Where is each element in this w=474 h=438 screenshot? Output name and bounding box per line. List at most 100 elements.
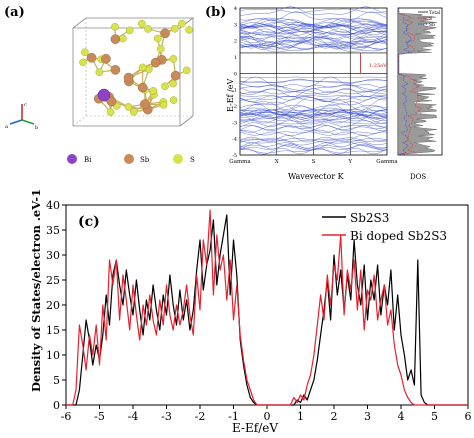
band-line — [239, 38, 388, 43]
legend-bi-marker — [67, 154, 77, 164]
sulfur-atom — [169, 79, 177, 88]
band-line — [239, 39, 388, 50]
series-bi-doped-line — [66, 209, 468, 406]
sulfur-atom — [125, 26, 134, 35]
sulfur-atom — [161, 82, 169, 91]
dos-plot — [397, 7, 443, 156]
crystal-structure-illustration — [72, 17, 195, 127]
band-line — [239, 112, 388, 119]
band-line — [239, 95, 388, 101]
band-line — [239, 101, 388, 113]
legend-s-marker — [173, 154, 183, 164]
band-line — [239, 124, 388, 133]
kpoint-label: S — [312, 159, 316, 165]
xtick-label: -2 — [195, 410, 206, 423]
dos-chart-legend: Sb2S3 Bi doped Sb2S3 — [322, 211, 447, 243]
band-ytick-label: 3 — [234, 22, 237, 28]
sulfur-atom — [169, 55, 178, 63]
band-line — [239, 120, 388, 128]
sulfur-atom — [149, 87, 158, 95]
band-line — [239, 113, 388, 125]
band-xlabel: Wavevector K — [288, 172, 345, 181]
xtick-label: 1 — [297, 410, 304, 423]
antimony-atom — [86, 52, 97, 63]
band-line — [239, 8, 388, 13]
antimony-atom — [101, 54, 111, 64]
sulfur-atom — [138, 19, 146, 28]
band-line — [239, 129, 388, 136]
band-ylabel: E-Ef /eV — [226, 79, 235, 112]
panel-a-label: (a) — [4, 5, 25, 20]
sulfur-atom — [169, 96, 178, 104]
band-line — [239, 22, 388, 29]
dos-legend: Total S Sb — [418, 10, 441, 28]
sulfur-atom — [138, 63, 147, 72]
band-line — [239, 95, 388, 97]
panel-c-label: (c) — [78, 214, 100, 230]
band-line — [239, 43, 388, 50]
xtick-label: -6 — [61, 410, 72, 423]
sulfur-atom — [130, 108, 138, 116]
band-line — [239, 135, 388, 143]
sulfur-atom — [111, 23, 119, 31]
sulfur-atom — [144, 25, 152, 33]
sulfur-atom — [118, 34, 127, 43]
legend-s-label: S — [190, 156, 195, 164]
ytick-label: 25 — [46, 274, 60, 287]
band-line — [239, 131, 388, 136]
band-line — [239, 26, 388, 35]
band-ytick-label: -5 — [232, 153, 237, 159]
antimony-atom — [160, 28, 170, 39]
ytick-label: 35 — [46, 224, 60, 237]
xtick-label: -3 — [161, 410, 172, 423]
xtick-label: -4 — [128, 410, 139, 423]
dos-chart-xlabel: E-Ef/eV — [232, 421, 278, 435]
legend-sb-marker — [124, 154, 134, 164]
dos-chart-series — [66, 209, 468, 406]
ytick-label: 20 — [46, 299, 60, 312]
xtick-label: 6 — [465, 410, 472, 423]
band-line — [239, 95, 388, 103]
kpoint-label: Gamma — [376, 159, 398, 165]
legend-sb-label: Sb — [140, 156, 150, 164]
band-line — [239, 85, 388, 91]
dos-chart-yticks: 0 5 10 15 20 25 30 35 40 — [46, 199, 66, 412]
band-line — [239, 109, 388, 117]
dos-legend-s: S — [429, 16, 432, 22]
xtick-label: 2 — [331, 410, 338, 423]
dos-chart-xticks: -6 -5 -4 -3 -2 -1 0 1 2 3 4 5 6 — [61, 405, 472, 423]
sulfur-atom — [106, 108, 115, 116]
dos-legend-total: Total — [429, 10, 441, 16]
sulfur-atom — [79, 58, 87, 67]
sulfur-atom — [156, 45, 165, 53]
band-ytick-label: 2 — [234, 39, 237, 45]
band-line — [239, 147, 388, 155]
band-line — [239, 17, 388, 28]
kpoint-label: Y — [347, 159, 352, 165]
axis-c-label: c — [24, 102, 27, 108]
dos-legend-sb: Sb — [429, 22, 435, 28]
kpoint-label: Gamma — [229, 159, 251, 165]
band-line — [239, 105, 388, 119]
antimony-atom — [150, 57, 161, 68]
dos-xlabel: DOS — [410, 173, 426, 181]
legend-bi-doped-label: Bi doped Sb2S3 — [350, 229, 447, 243]
axis-b-label: b — [35, 125, 38, 131]
antimony-atom — [137, 82, 148, 93]
band-line — [239, 120, 388, 125]
band-line — [239, 35, 388, 44]
sulfur-atom — [185, 26, 193, 34]
ytick-label: 0 — [53, 399, 60, 412]
band-line — [239, 149, 388, 154]
antimony-atom — [123, 72, 134, 83]
band-line — [239, 107, 388, 116]
band-line — [239, 87, 388, 97]
band-line — [239, 19, 388, 29]
antimony-atom — [106, 96, 117, 107]
sulfur-atom — [159, 101, 168, 109]
band-line — [239, 6, 388, 16]
dos-s-line — [398, 8, 423, 156]
band-line — [239, 78, 388, 84]
xtick-label: -1 — [228, 410, 239, 423]
